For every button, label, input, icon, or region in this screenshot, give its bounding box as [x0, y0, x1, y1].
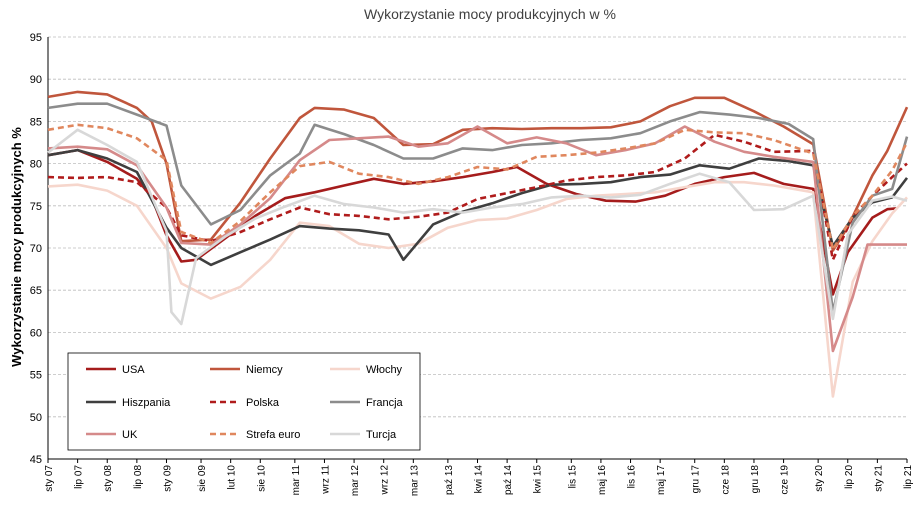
series-line-turcja — [47, 128, 908, 326]
x-tick-label: sty 07 — [44, 465, 55, 492]
series-line-uk — [47, 125, 907, 353]
series-lines — [47, 90, 909, 398]
x-tick-label: sie 09 — [197, 465, 208, 492]
x-tick-label: kwi 15 — [533, 465, 544, 494]
x-tick-label: lis 15 — [567, 465, 578, 489]
y-tick-label: 75 — [30, 201, 42, 213]
y-tick-label: 85 — [30, 116, 42, 128]
y-tick-label: 50 — [30, 412, 42, 424]
x-tick-label: maj 17 — [656, 465, 667, 495]
series-line-strefa-euro — [47, 123, 909, 251]
x-tick-label: lip 08 — [133, 465, 144, 489]
chart-title: Wykorzystanie mocy produkcyjnych w % — [364, 6, 616, 22]
x-tick-label: paź 14 — [503, 465, 514, 495]
legend: USA Niemcy Włochy Hiszpania Polska Francja UK S… — [67, 352, 421, 451]
y-tick-label: 45 — [30, 454, 42, 466]
x-tick-label: gru 17 — [691, 465, 702, 494]
x-tick-label: cze 18 — [720, 465, 731, 495]
x-tick-label: sty 09 — [162, 465, 173, 492]
legend-label: Hiszpania — [122, 397, 171, 409]
x-tick-label: lip 21 — [903, 465, 914, 489]
x-tick-label: lut 10 — [227, 465, 238, 490]
legend-box — [67, 352, 421, 451]
x-tick-label: lip 07 — [74, 465, 85, 489]
legend-label: Niemcy — [246, 364, 283, 376]
series-line-włochy — [47, 180, 908, 398]
x-tick-label: lip 20 — [844, 465, 855, 489]
y-tick-label: 90 — [30, 74, 42, 86]
series-line-hiszpania — [47, 148, 909, 267]
x-tick-label: mar 11 — [291, 465, 302, 496]
x-tick-label: cze 19 — [780, 465, 791, 495]
x-tick-label: paź 13 — [444, 465, 455, 495]
x-tick-label: sty 20 — [814, 465, 825, 492]
axes: 45 50 55 60 65 70 75 80 85 90 95 sty 07 lip 07 sty 08… — [30, 32, 914, 496]
y-tick-label: 60 — [30, 327, 42, 339]
x-tick-label: mar 12 — [350, 465, 361, 497]
x-tick-label: lis 16 — [627, 465, 638, 489]
y-axis-label: Wykorzystanie mocy produkcyjnych % — [9, 127, 24, 367]
x-tick-label: gru 18 — [750, 465, 761, 494]
x-tick-label: sie 10 — [256, 465, 267, 492]
x-tick-label: wrz 11 — [320, 465, 331, 495]
y-tick-label: 70 — [30, 243, 42, 255]
x-tick-label: sty 21 — [873, 465, 884, 492]
x-tick-label: sty 08 — [103, 465, 114, 492]
legend-label: Francja — [366, 397, 404, 409]
series-line-francja — [47, 102, 909, 314]
x-tick-label: maj 16 — [597, 465, 608, 495]
y-tick-label: 95 — [30, 32, 42, 44]
legend-label: Polska — [246, 397, 280, 409]
x-tick-label: kwi 14 — [474, 465, 485, 494]
x-tick-label: wrz 12 — [380, 465, 391, 496]
legend-label: Strefa euro — [246, 429, 300, 441]
legend-label: UK — [122, 429, 138, 441]
y-tick-label: 65 — [30, 285, 42, 297]
legend-label: Włochy — [366, 364, 403, 376]
legend-label: Turcja — [366, 429, 397, 441]
gridlines — [48, 36, 907, 418]
series-line-usa — [47, 148, 898, 296]
y-tick-label: 55 — [30, 370, 42, 382]
legend-label: USA — [122, 364, 145, 376]
y-tick-label: 80 — [30, 159, 42, 171]
x-tick-label: mar 13 — [409, 465, 420, 497]
